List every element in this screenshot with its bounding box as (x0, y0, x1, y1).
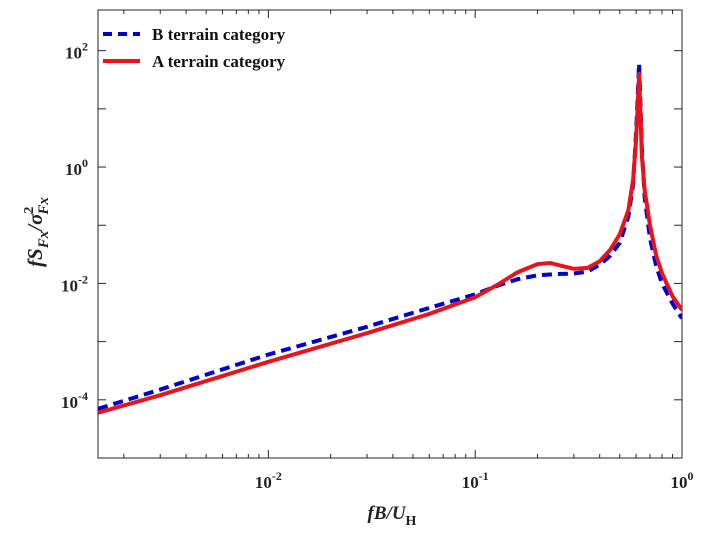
x-tick-exponent: -2 (272, 469, 282, 483)
y-tick-label: 10-2 (61, 272, 88, 295)
y-axis-label-sub1: Fx (36, 230, 52, 249)
x-tick-exponent: -1 (479, 469, 489, 483)
y-tick-exponent: -2 (78, 272, 88, 286)
x-axis-label-main: fB/U (368, 503, 407, 524)
x-tick-labels: 10-2 10-1 100 (255, 469, 694, 492)
y-tick-exponent: -4 (78, 389, 88, 403)
y-tick-base: 10 (61, 393, 78, 412)
series-layer (98, 61, 682, 415)
x-axis-label: fB/UH (368, 503, 417, 529)
legend-label-a: A terrain category (152, 52, 286, 71)
y-axis-label-main: fS (23, 248, 47, 267)
y-axis-label-slash: /σ (23, 213, 47, 233)
x-tick-label: 10-2 (255, 469, 282, 492)
x-axis-label-sub: H (406, 514, 417, 529)
y-tick-label: 10-4 (61, 389, 88, 412)
plot-frame (97, 9, 683, 459)
series-line-b-terrain (98, 61, 682, 411)
plot-border (97, 9, 683, 459)
x-tick-label: 100 (671, 469, 694, 492)
legend-label-b: B terrain category (152, 25, 286, 44)
legend: B terrain category A terrain category (103, 25, 286, 71)
y-tick-label: 100 (65, 156, 88, 179)
y-tick-label: 102 (65, 40, 88, 63)
y-tick-base: 10 (65, 44, 82, 63)
x-tick-base: 10 (462, 473, 479, 492)
x-tick-base: 10 (255, 473, 272, 492)
y-axis-label-sub2: Fx (36, 197, 52, 216)
y-tick-base: 10 (61, 276, 78, 295)
x-tick-base: 10 (671, 473, 688, 492)
y-axis-label-sup: 2 (22, 207, 37, 214)
x-tick-exponent: 0 (688, 469, 694, 483)
y-tick-base: 10 (65, 160, 82, 179)
series-line-a-terrain (98, 71, 682, 415)
y-tick-exponent: 0 (82, 156, 88, 170)
y-axis-label: fSFx/σ2Fx (22, 197, 52, 267)
x-tick-label: 10-1 (462, 469, 489, 492)
y-tick-exponent: 2 (82, 40, 88, 54)
